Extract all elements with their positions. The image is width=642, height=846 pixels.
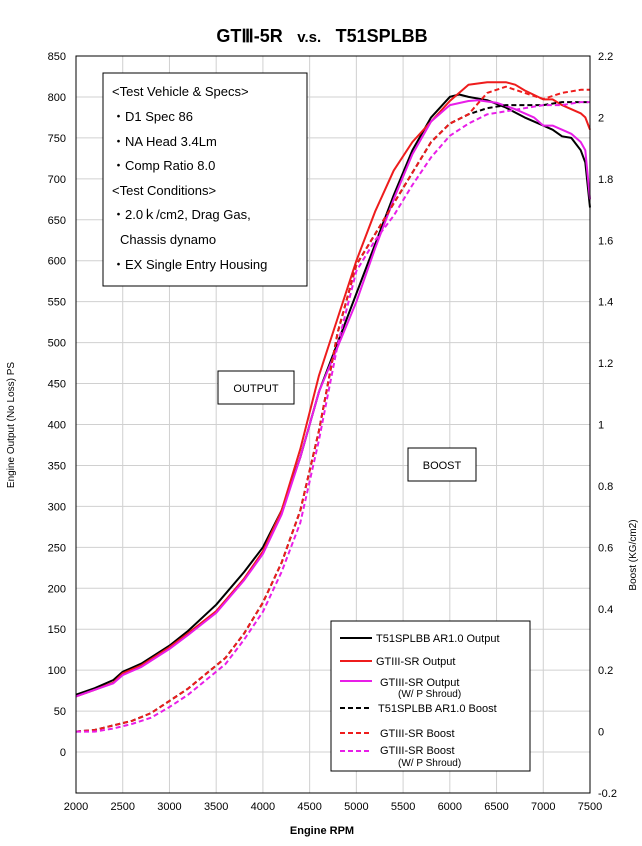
y-right-tick-label: 1.2 <box>598 358 613 370</box>
legend-label-1: T51SPLBB AR1.0 Output <box>376 633 500 645</box>
legend-frame <box>330 620 531 772</box>
title-vs: v.s. <box>297 29 321 46</box>
legend-label-5: GTIII-SR Boost <box>380 728 455 740</box>
info-line-1: <Test Vehicle & Specs> <box>112 84 249 99</box>
x-tick-label: 6000 <box>438 801 462 813</box>
y-right-axis-label: Boost (KG/cm2) <box>628 519 639 590</box>
y-left-tick-label: 450 <box>48 379 66 391</box>
legend-samples <box>340 637 372 752</box>
y-right-tick-label: 0.8 <box>598 481 613 493</box>
y-right-tick-label: 0.6 <box>598 542 613 554</box>
info-line-3: ・NA Head 3.4Lm <box>112 134 217 149</box>
legend-label-3: GTIII-SR Output <box>380 677 459 689</box>
legend-sub-3: (W/ P Shroud) <box>398 689 461 700</box>
y-right-tick-label: 1.4 <box>598 297 613 309</box>
y-right-tick-label: -0.2 <box>598 788 617 800</box>
legend-label-6: GTIII-SR Boost <box>380 745 455 757</box>
x-tick-label: 2000 <box>64 801 88 813</box>
y-left-tick-label: 350 <box>48 460 66 472</box>
plot-frame <box>75 55 591 794</box>
y-left-tick-label: 550 <box>48 297 66 309</box>
series-line-6 <box>76 101 590 733</box>
legend-sub-6: (W/ P Shroud) <box>398 758 461 769</box>
y-left-tick-label: 850 <box>48 51 66 63</box>
boost-annotation-label: BOOST <box>423 460 462 472</box>
y-right-tick-label: 2 <box>598 112 604 124</box>
x-tick-label: 6500 <box>484 801 508 813</box>
y-left-tick-label: 600 <box>48 256 66 268</box>
x-axis-label: Engine RPM <box>290 825 354 837</box>
y-right-tick-label: 1 <box>598 420 604 432</box>
series-layer <box>75 81 591 733</box>
y-left-tick-label: 300 <box>48 501 66 513</box>
y-left-tick-label: 800 <box>48 92 66 104</box>
y-left-tick-label: 650 <box>48 215 66 227</box>
y-left-tick-label: 50 <box>54 706 66 718</box>
y-right-tick-label: 1.8 <box>598 174 613 186</box>
y-left-tick-label: 250 <box>48 542 66 554</box>
x-tick-label: 4000 <box>251 801 275 813</box>
legend-label-4: T51SPLBB AR1.0 Boost <box>378 703 497 715</box>
y-right-tick-label: 0.2 <box>598 665 613 677</box>
legend-label-2: GTIII-SR Output <box>376 656 455 668</box>
y-right-tick-label: 0 <box>598 727 604 739</box>
info-line-4: ・Comp Ratio 8.0 <box>112 158 215 173</box>
info-line-5: <Test Conditions> <box>112 183 216 198</box>
x-tick-label: 5500 <box>391 801 415 813</box>
y-right-tick-label: 1.6 <box>598 235 613 247</box>
y-left-tick-label: 500 <box>48 338 66 350</box>
boost-annotation-frame <box>407 447 477 482</box>
series-line-5 <box>75 85 590 733</box>
y-left-tick-label: 150 <box>48 624 66 636</box>
y-left-tick-label: 400 <box>48 420 66 432</box>
tick-layer: 2000 2500 3000 3500 4000 4500 5000 5500 6000 6500… <box>48 51 617 813</box>
output-annotation: OUTPUT <box>217 370 295 405</box>
info-line-2: ・D1 Spec 86 <box>112 109 193 124</box>
x-tick-label: 2500 <box>110 801 134 813</box>
output-annotation-frame <box>217 370 295 405</box>
y-left-tick-label: 700 <box>48 174 66 186</box>
y-right-tick-label: 0.4 <box>598 604 613 616</box>
info-line-8: ・EX Single Entry Housing <box>112 257 267 272</box>
info-box-frame <box>102 72 308 287</box>
y-left-tick-label: 0 <box>60 747 66 759</box>
info-box: <Test Vehicle & Specs> ・D1 Spec 86 ・NA H… <box>102 72 308 287</box>
y-left-tick-label: 750 <box>48 133 66 145</box>
x-tick-label: 7500 <box>578 801 602 813</box>
series-line-2 <box>75 81 591 698</box>
x-tick-label: 3500 <box>204 801 228 813</box>
y-left-tick-label: 200 <box>48 583 66 595</box>
info-line-7: Chassis dynamo <box>120 232 216 247</box>
title-rival: T51SPLBB <box>336 26 428 46</box>
y-right-tick-label: 2.2 <box>598 51 613 63</box>
legend: T51SPLBB AR1.0 Output GTIII-SR Output GT… <box>330 620 531 772</box>
boost-annotation: BOOST <box>407 447 477 482</box>
y-left-tick-label: 100 <box>48 665 66 677</box>
y-left-axis-label: Engine Output (No Loss) PS <box>6 362 17 489</box>
x-tick-label: 5000 <box>344 801 368 813</box>
x-tick-label: 3000 <box>157 801 181 813</box>
title-main: GTⅢ-5R <box>216 26 282 46</box>
x-tick-label: 7000 <box>531 801 555 813</box>
x-tick-label: 4500 <box>297 801 321 813</box>
info-line-6: ・2.0ｋ/cm2, Drag Gas, <box>112 207 251 222</box>
series-line-3 <box>75 99 591 698</box>
chart-title: GTⅢ-5R v.s. T51SPLBB <box>216 26 427 46</box>
output-annotation-label: OUTPUT <box>233 383 279 395</box>
